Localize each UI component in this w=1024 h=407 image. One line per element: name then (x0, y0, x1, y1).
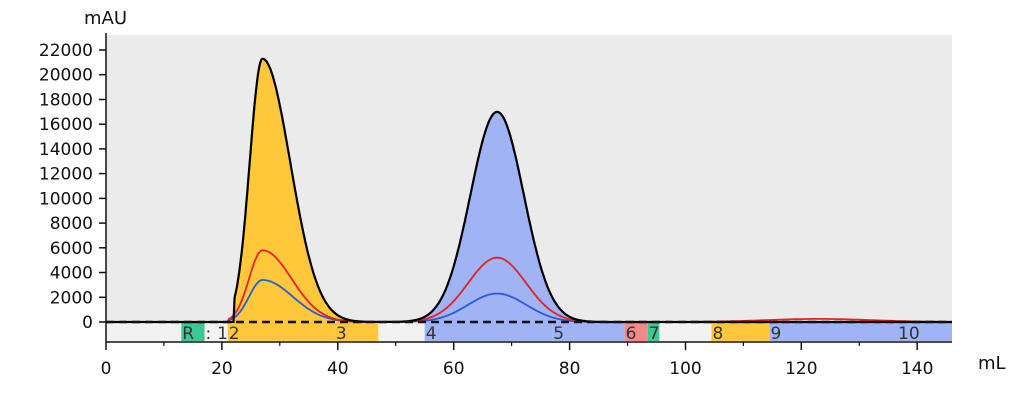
y-tick-label: 8000 (50, 214, 93, 234)
y-tick-label: 2000 (50, 288, 93, 308)
fraction-segment-10 (647, 322, 660, 341)
y-tick-label: 16000 (39, 115, 93, 135)
y-tick-label: 0 (82, 313, 93, 333)
x-tick-label: 0 (101, 359, 112, 379)
fraction-label-2: : (206, 324, 212, 344)
fraction-segment-0 (106, 322, 182, 341)
fraction-segment-13 (769, 322, 897, 341)
fraction-segment-3 (216, 322, 228, 341)
fraction-segment-5 (334, 322, 379, 341)
fraction-label-8: 5 (553, 324, 564, 344)
fraction-segment-11 (659, 322, 712, 341)
fill-region-2 (424, 111, 625, 323)
y-ticks: 0 2000 4000 6000 8000 10000 12000 14000 16000 180… (39, 41, 106, 333)
y-tick-label: 14000 (39, 140, 93, 160)
series-line-1 (106, 249, 952, 323)
fraction-label-14: 10 (898, 324, 920, 344)
fraction-segment-7 (424, 322, 553, 341)
fraction-segment-8 (552, 322, 625, 341)
x-tick-label: 20 (211, 359, 233, 379)
fraction-label-13: 9 (771, 324, 782, 344)
fraction-label-12: 8 (713, 324, 724, 344)
x-tick-label: 80 (559, 359, 581, 379)
fraction-segment-14 (897, 322, 952, 341)
fraction-label-10: 7 (649, 324, 660, 344)
y-tick-label: 20000 (39, 66, 93, 86)
fraction-segment-4 (227, 322, 335, 341)
y-tick-label: 10000 (39, 189, 93, 209)
x-tick-label: 60 (443, 359, 465, 379)
x-tick-label: 100 (669, 359, 701, 379)
fraction-label-9: 6 (626, 324, 637, 344)
y-tick-label: 4000 (50, 264, 93, 284)
fraction-label-4: 2 (229, 324, 240, 344)
fraction-segment-9 (624, 322, 648, 341)
y-axis-unit-label: mAU (84, 8, 127, 29)
x-axis-unit-label: mL (978, 353, 1006, 374)
x-tick-label: 120 (785, 359, 817, 379)
x-tick-label: 40 (327, 359, 349, 379)
fraction-segment-12 (711, 322, 770, 341)
x-ticks: 0 20 40 60 80 100 120 140 (101, 342, 933, 379)
fraction-label-1: R (182, 324, 194, 344)
axes (105, 33, 952, 343)
fraction-segment-2 (204, 322, 217, 341)
y-tick-label: 18000 (39, 91, 93, 111)
fraction-bar: R:1 2 3 4 5 6 7 8 9 10 (106, 322, 952, 344)
x-tick-label: 140 (901, 359, 933, 379)
y-tick-label: 6000 (50, 239, 93, 259)
fraction-label-5: 3 (336, 324, 347, 344)
fraction-label-7: 4 (426, 324, 437, 344)
fraction-label-3: 1 (217, 324, 228, 344)
y-tick-label: 22000 (39, 41, 93, 61)
y-tick-label: 12000 (39, 165, 93, 185)
fraction-segment-1 (181, 322, 205, 341)
fraction-segment-6 (378, 322, 425, 341)
